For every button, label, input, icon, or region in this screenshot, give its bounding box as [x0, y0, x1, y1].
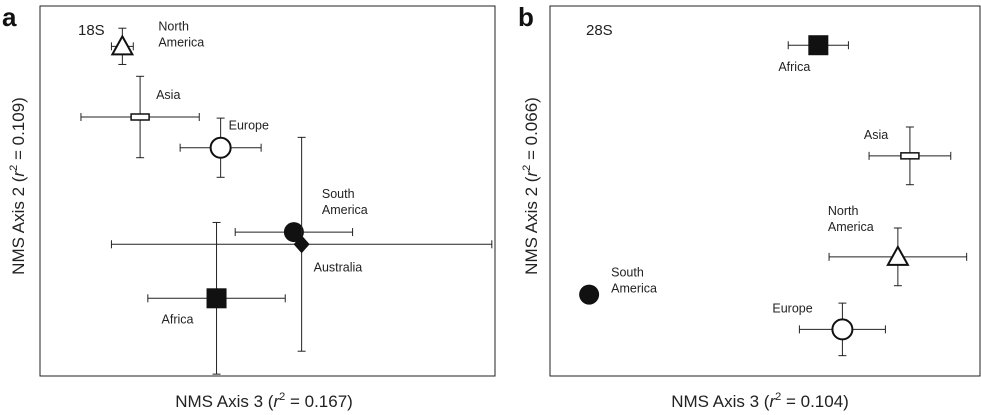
point-label: North America	[158, 19, 204, 49]
marker-open-triangle	[886, 244, 910, 266]
marker-open-circle	[209, 136, 232, 159]
gene-label: 28S	[586, 22, 613, 39]
y-axis-label: NMS Axis 2 (r2 = 0.066)	[521, 97, 541, 275]
y-axis-label: NMS Axis 2 (r2 = 0.109)	[8, 97, 28, 275]
point-south-america: South America	[234, 187, 368, 243]
point-label: South America	[322, 187, 368, 217]
marker-filled-circle	[579, 284, 600, 305]
marker-filled-circle	[283, 222, 304, 243]
point-label: Africa	[778, 60, 810, 74]
marker-open-triangle	[110, 34, 135, 56]
point-europe: Europe	[179, 117, 269, 178]
plot-frame	[39, 5, 496, 377]
gene-label: 18S	[78, 22, 105, 39]
point-label: Africa	[162, 312, 194, 326]
data-marks: North America Asia Europe South America Austra…	[80, 19, 493, 375]
point-label: South America	[611, 266, 657, 296]
marker-filled-square	[808, 35, 829, 56]
point-label: North America	[828, 204, 874, 234]
marker-filled-diamond	[293, 235, 310, 254]
point-asia: Asia	[864, 126, 952, 186]
plot-frame	[549, 5, 981, 377]
panel-letter: a	[2, 2, 17, 32]
point-africa: Africa	[778, 35, 849, 74]
point-africa: Africa	[147, 221, 286, 375]
point-label: Asia	[156, 88, 180, 102]
marker-filled-square	[206, 288, 227, 309]
point-label: Europe	[772, 301, 812, 315]
point-north-america: North America	[110, 19, 204, 65]
point-asia: Asia	[80, 75, 200, 159]
panel-b: b 28S Africa Asia North America South America…	[518, 2, 981, 411]
x-axis-label: NMS Axis 3 (r2 = 0.167)	[175, 391, 353, 411]
x-axis-label: NMS Axis 3 (r2 = 0.104)	[671, 391, 849, 411]
data-marks: Africa Asia North America South America Europe	[579, 35, 968, 357]
marker-open-bar	[900, 152, 920, 160]
point-australia: Australia	[110, 136, 493, 352]
marker-open-bar	[130, 113, 150, 121]
point-label: Europe	[229, 119, 269, 133]
point-north-america: North America	[828, 204, 968, 287]
point-label: Australia	[314, 260, 363, 274]
marker-open-circle	[831, 318, 854, 341]
panel-a: a 18S North America Asia Europe South America…	[2, 2, 496, 411]
point-south-america: South America	[579, 266, 657, 305]
panel-letter: b	[518, 2, 534, 32]
point-label: Asia	[864, 128, 888, 142]
point-europe: Europe	[772, 301, 886, 357]
